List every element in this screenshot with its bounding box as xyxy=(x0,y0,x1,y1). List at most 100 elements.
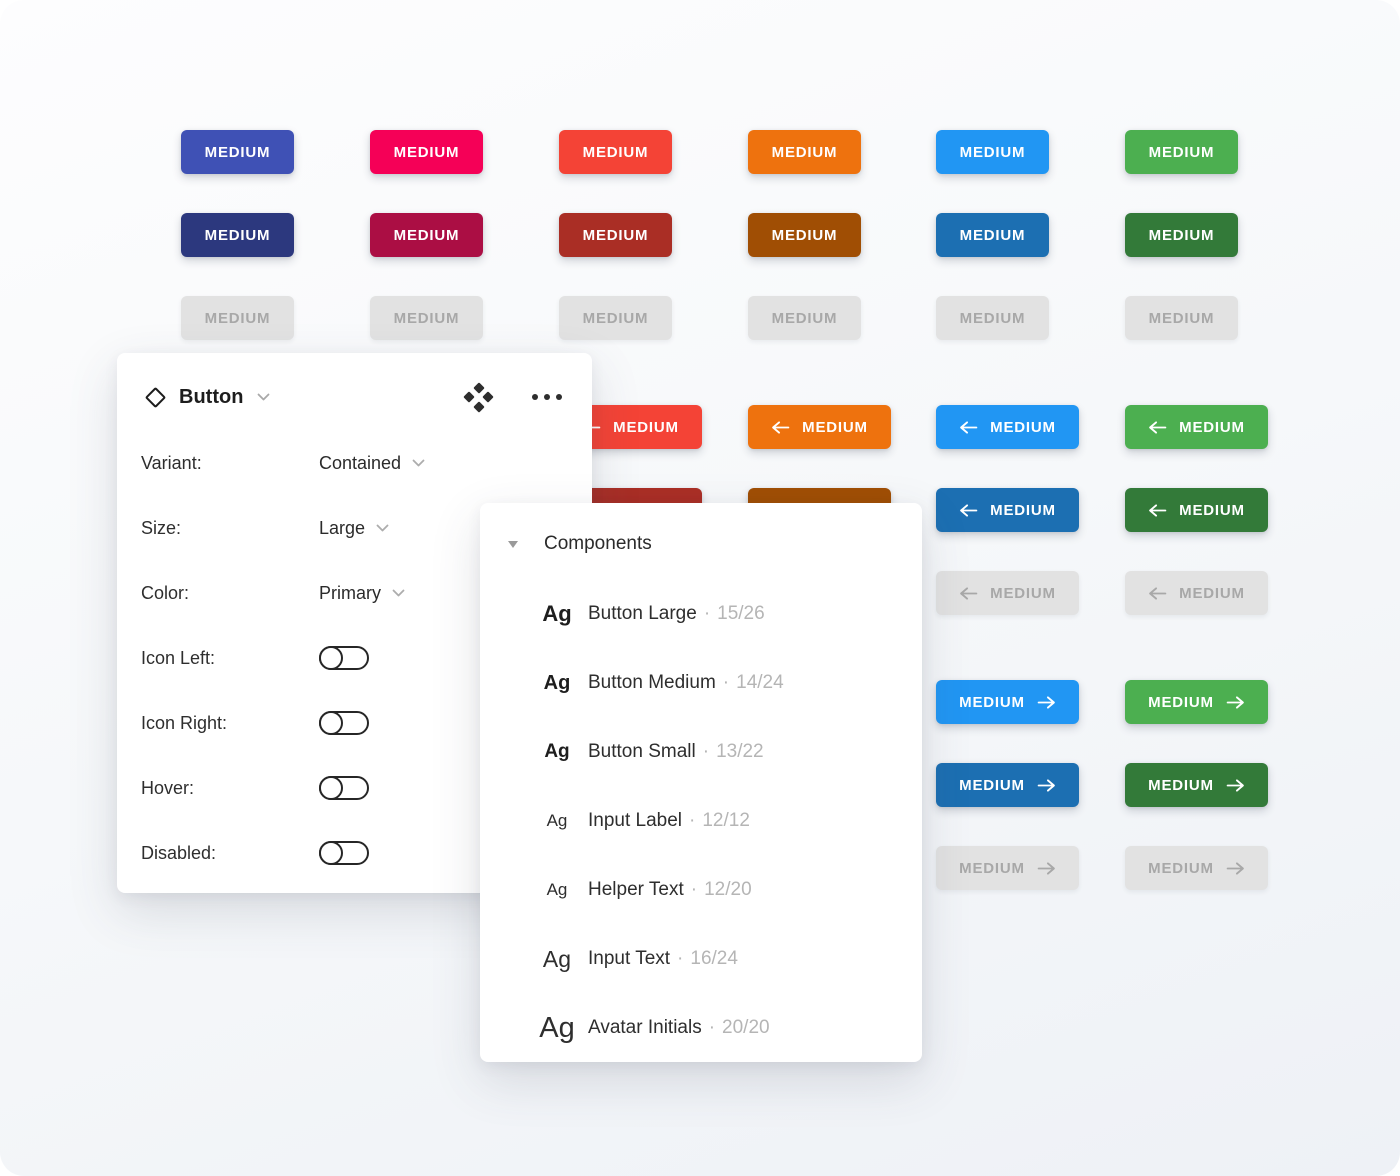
button-main-arrow-right-green[interactable]: MEDIUM xyxy=(1125,680,1268,724)
style-item-input-label[interactable]: Ag Input Label · 12/12 xyxy=(480,799,922,843)
button-main-indigo[interactable]: MEDIUM xyxy=(181,130,294,174)
button-dark-green[interactable]: MEDIUM xyxy=(1125,213,1238,257)
components-title: Components xyxy=(544,533,652,554)
button-disabled-blue[interactable]: MEDIUM xyxy=(936,296,1049,340)
type-sample-ag: Ag xyxy=(539,1011,575,1044)
inspector-title: Button xyxy=(179,385,244,408)
type-sample-ag: Ag xyxy=(544,741,570,762)
style-item-helper-text[interactable]: Ag Helper Text · 12/20 xyxy=(480,868,922,912)
button-dark-arrow-left-green[interactable]: MEDIUM xyxy=(1125,488,1268,532)
size-dropdown[interactable]: Large xyxy=(319,518,389,539)
size-label: Size: xyxy=(141,517,182,538)
hover-toggle[interactable] xyxy=(319,776,369,800)
button-main-arrow-left-blue[interactable]: MEDIUM xyxy=(936,405,1079,449)
collapse-triangle-icon[interactable] xyxy=(508,540,518,548)
button-main-blue[interactable]: MEDIUM xyxy=(936,130,1049,174)
toggle-knob xyxy=(319,841,343,865)
button-main-arrow-left-green[interactable]: MEDIUM xyxy=(1125,405,1268,449)
button-main-arrow-left-orange[interactable]: MEDIUM xyxy=(748,405,891,449)
toggle-knob xyxy=(319,776,343,800)
button-label: MEDIUM xyxy=(990,418,1056,436)
button-main-pink[interactable]: MEDIUM xyxy=(370,130,483,174)
chevron-down-icon[interactable] xyxy=(257,393,270,401)
icon-left-toggle[interactable] xyxy=(319,646,369,670)
right-arrow-icon xyxy=(1226,861,1244,875)
button-label: MEDIUM xyxy=(1179,584,1245,602)
button-disabled-pink[interactable]: MEDIUM xyxy=(370,296,483,340)
left-arrow-icon xyxy=(1149,586,1167,600)
type-sample-ag: Ag xyxy=(542,601,572,626)
button-dark-arrow-right-blue[interactable]: MEDIUM xyxy=(936,763,1079,807)
style-name: Avatar Initials xyxy=(588,1017,702,1038)
style-metric: 12/20 xyxy=(704,879,752,900)
right-arrow-icon xyxy=(1226,695,1244,709)
button-disabled-red[interactable]: MEDIUM xyxy=(559,296,672,340)
button-main-green[interactable]: MEDIUM xyxy=(1125,130,1238,174)
color-value: Primary xyxy=(319,582,381,603)
button-dark-pink[interactable]: MEDIUM xyxy=(370,213,483,257)
button-label: MEDIUM xyxy=(959,143,1026,161)
button-dark-red[interactable]: MEDIUM xyxy=(559,213,672,257)
right-arrow-icon xyxy=(1037,695,1055,709)
style-item-button-small[interactable]: Ag Button Small · 13/22 xyxy=(480,730,922,774)
button-label: MEDIUM xyxy=(613,418,679,436)
button-label: MEDIUM xyxy=(1148,143,1215,161)
button-main-red[interactable]: MEDIUM xyxy=(559,130,672,174)
button-label: MEDIUM xyxy=(204,226,271,244)
button-main-orange[interactable]: MEDIUM xyxy=(748,130,861,174)
overflow-menu-icon[interactable] xyxy=(532,394,562,400)
type-sample-ag: Ag xyxy=(542,945,572,972)
separator-dot: · xyxy=(708,1017,716,1038)
inspector-row-color: Color: Primary xyxy=(141,571,568,615)
style-item-avatar-initials[interactable]: Ag Avatar Initials · 20/20 xyxy=(480,1006,922,1050)
style-item-button-medium[interactable]: Ag Button Medium · 14/24 xyxy=(480,661,922,705)
inspector-row-icon-right: Icon Right: xyxy=(141,701,568,745)
component-diamond-icon xyxy=(144,386,167,408)
button-disabled-indigo[interactable]: MEDIUM xyxy=(181,296,294,340)
color-dropdown[interactable]: Primary xyxy=(319,583,405,604)
variant-label: Variant: xyxy=(141,452,202,473)
toggle-knob xyxy=(319,646,343,670)
button-disabled-arrow-right-blue[interactable]: MEDIUM xyxy=(936,846,1079,890)
button-dark-arrow-right-green[interactable]: MEDIUM xyxy=(1125,763,1268,807)
variant-dropdown[interactable]: Contained xyxy=(319,453,425,474)
button-label: MEDIUM xyxy=(393,309,460,327)
chevron-down-icon xyxy=(376,524,389,532)
variant-value: Contained xyxy=(319,452,402,473)
button-label: MEDIUM xyxy=(990,501,1056,519)
style-name: Input Label xyxy=(588,810,683,831)
button-dark-blue[interactable]: MEDIUM xyxy=(936,213,1049,257)
style-item-input-text[interactable]: Ag Input Text · 16/24 xyxy=(480,937,922,981)
style-name: Input Text xyxy=(588,948,671,969)
button-dark-orange[interactable]: MEDIUM xyxy=(748,213,861,257)
left-arrow-icon xyxy=(1149,503,1167,517)
style-name: Helper Text xyxy=(588,879,684,900)
button-label: MEDIUM xyxy=(204,309,271,327)
left-arrow-icon xyxy=(960,420,978,434)
style-item-button-large[interactable]: Ag Button Large · 15/26 xyxy=(480,592,922,636)
left-arrow-icon xyxy=(960,586,978,600)
button-disabled-green[interactable]: MEDIUM xyxy=(1125,296,1238,340)
button-disabled-arrow-right-green[interactable]: MEDIUM xyxy=(1125,846,1268,890)
button-label: MEDIUM xyxy=(959,693,1025,711)
separator-dot: · xyxy=(677,948,684,969)
button-main-arrow-right-blue[interactable]: MEDIUM xyxy=(936,680,1079,724)
color-label: Color: xyxy=(141,582,190,603)
button-label: MEDIUM xyxy=(771,309,838,327)
button-disabled-arrow-left-green[interactable]: MEDIUM xyxy=(1125,571,1268,615)
component-instance-icon[interactable] xyxy=(463,381,494,413)
button-disabled-orange[interactable]: MEDIUM xyxy=(748,296,861,340)
icon-right-toggle[interactable] xyxy=(319,711,369,735)
disabled-toggle[interactable] xyxy=(319,841,369,865)
button-label: MEDIUM xyxy=(771,226,838,244)
button-dark-arrow-left-blue[interactable]: MEDIUM xyxy=(936,488,1079,532)
inspector-row-variant: Variant: Contained xyxy=(141,441,568,485)
toggle-knob xyxy=(319,711,343,735)
button-disabled-arrow-left-blue[interactable]: MEDIUM xyxy=(936,571,1079,615)
style-metric: 20/20 xyxy=(722,1017,770,1038)
type-sample-ag: Ag xyxy=(546,811,568,830)
button-dark-indigo[interactable]: MEDIUM xyxy=(181,213,294,257)
right-arrow-icon xyxy=(1037,778,1055,792)
button-label: MEDIUM xyxy=(802,418,868,436)
